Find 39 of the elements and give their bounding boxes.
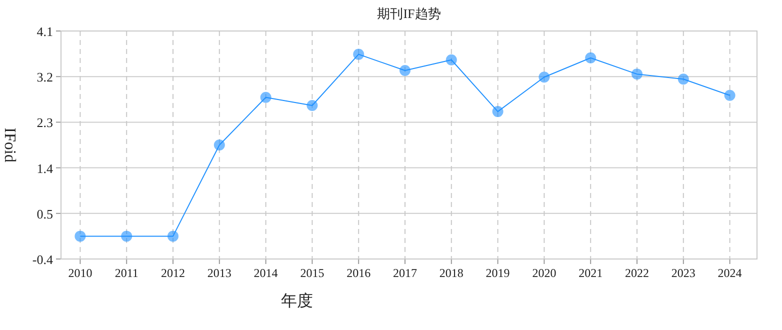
y-tick-label: 0.5	[36, 206, 53, 222]
point	[260, 92, 272, 103]
y-axis-title: IFoid	[1, 128, 18, 162]
x-tick-label: 2020	[532, 266, 556, 280]
point	[214, 140, 225, 150]
point	[724, 90, 736, 101]
x-tick-label: 2015	[300, 266, 324, 280]
y-tick-label: 1.4	[36, 160, 54, 176]
point	[585, 52, 596, 64]
point	[678, 74, 689, 85]
x-tick-label: 2014	[254, 266, 278, 280]
x-tick-label: 2012	[161, 266, 185, 280]
point	[306, 100, 318, 111]
x-tick-label: 2018	[439, 266, 464, 280]
point	[353, 48, 364, 60]
point	[168, 230, 178, 242]
x-tick-label: 2019	[486, 266, 510, 280]
y-tick-label: 3.2	[36, 70, 53, 85]
x-tick-label: 2013	[207, 266, 232, 280]
point	[538, 72, 550, 83]
x-tick-label: 2022	[625, 266, 649, 280]
chart-title: 期刊IF趋势	[377, 6, 441, 21]
x-tick-label: 2017	[393, 266, 417, 280]
x-tick-label: 2016	[346, 266, 371, 280]
x-tick-label: 2010	[68, 266, 92, 280]
point	[400, 65, 410, 76]
x-tick-label: 2024	[718, 266, 742, 280]
y-tick-label: -0.4	[32, 252, 54, 267]
point	[74, 230, 86, 242]
y-tick-label: 2.3	[36, 115, 53, 130]
x-tick-label: 2023	[671, 266, 696, 280]
x-tick-label: 2011	[114, 266, 138, 280]
point	[492, 106, 504, 118]
point	[632, 68, 642, 80]
x-axis-title: 年度	[281, 292, 313, 310]
x-tick-label: 2021	[578, 266, 603, 280]
point	[446, 54, 457, 66]
y-tick-label: 4.1	[36, 24, 53, 39]
point	[121, 230, 132, 242]
